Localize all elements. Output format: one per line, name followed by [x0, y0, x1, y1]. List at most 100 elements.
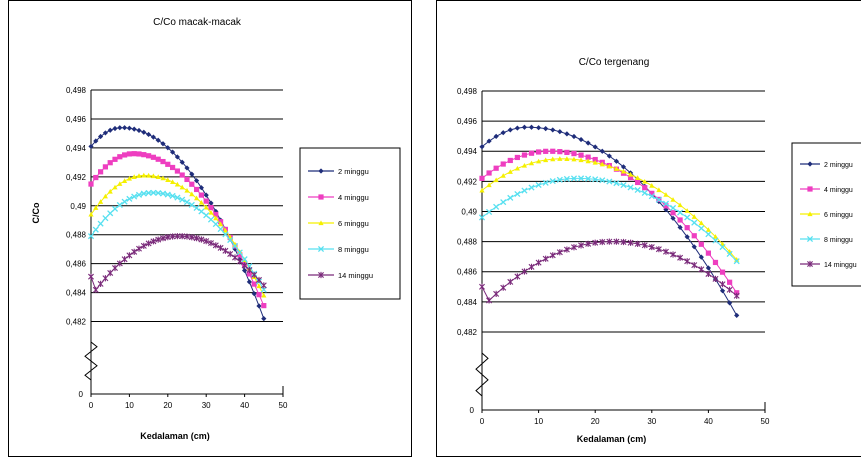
data-point — [478, 214, 486, 221]
data-point — [592, 144, 598, 150]
series-line — [481, 177, 738, 262]
y-tick-label: 0,492 — [457, 177, 478, 186]
x-tick-label: 20 — [591, 417, 600, 426]
data-point — [663, 203, 669, 209]
data-point — [122, 152, 128, 158]
data-point — [260, 282, 267, 289]
data-point — [578, 242, 585, 249]
series-14-minggu — [479, 238, 740, 304]
axis-break-zigzag — [84, 341, 98, 381]
data-point — [227, 236, 234, 244]
series-line — [481, 241, 738, 302]
data-point — [145, 189, 152, 196]
data-point — [112, 125, 118, 132]
data-point — [164, 234, 171, 241]
data-point — [500, 284, 507, 291]
data-point — [528, 124, 535, 130]
data-point — [251, 281, 257, 287]
data-point — [170, 149, 176, 155]
data-point — [184, 165, 190, 171]
data-point — [256, 283, 262, 289]
data-point — [734, 312, 740, 318]
data-point — [542, 255, 549, 262]
data-point — [585, 240, 592, 247]
data-point — [256, 292, 262, 298]
data-point — [241, 262, 248, 269]
data-point — [549, 178, 556, 185]
data-point — [684, 234, 690, 240]
data-point — [107, 210, 114, 217]
data-point — [507, 169, 513, 174]
data-point — [251, 271, 258, 278]
x-tick-label: 10 — [125, 401, 134, 410]
data-point — [102, 275, 109, 282]
data-point — [556, 249, 563, 256]
data-point — [712, 259, 719, 266]
chart-svg-tergenang: C/Co tergenang 0,482 0,484 0,486 0,488 0,49 0,… — [457, 57, 861, 444]
data-point — [642, 185, 648, 191]
data-point — [227, 250, 234, 258]
data-point — [188, 234, 195, 241]
chart-panel-macak-macak: C/Co macak-macak 0,482 0,484 0,486 0,488 0,49… — [8, 0, 412, 457]
data-point — [698, 225, 705, 232]
data-point — [179, 172, 185, 178]
data-point — [500, 199, 507, 206]
data-point — [116, 201, 123, 209]
data-point — [677, 209, 684, 216]
data-point — [684, 225, 690, 231]
y-tick-label: 0,496 — [457, 117, 478, 126]
data-point — [242, 267, 248, 274]
data-point — [677, 217, 683, 223]
data-point — [535, 259, 542, 266]
data-point — [684, 258, 691, 265]
data-point — [183, 199, 191, 206]
legend: 2 minggu 4 minggu 6 minggu 8 minggu 14 mingg… — [299, 147, 401, 300]
legend-entry-label: 14 minggu — [824, 262, 857, 269]
data-point — [141, 129, 147, 135]
data-point — [170, 164, 176, 171]
data-point — [246, 271, 252, 277]
data-point — [507, 127, 513, 133]
legend-swatch-marker — [807, 211, 813, 217]
data-point — [507, 278, 514, 286]
data-point — [131, 126, 137, 132]
legend-swatch-marker — [318, 194, 324, 200]
data-point — [188, 201, 195, 208]
data-point — [698, 266, 705, 273]
legend-swatch-marker — [318, 271, 324, 279]
data-point — [550, 148, 556, 154]
data-point — [585, 158, 591, 164]
data-point — [620, 168, 627, 174]
data-point — [557, 129, 563, 135]
data-point — [698, 220, 704, 226]
data-point — [655, 196, 662, 203]
data-point — [260, 286, 267, 293]
data-point — [662, 200, 670, 207]
y-tick-label: 0,49 — [70, 202, 86, 211]
legend-entry-label: 14 minggu — [338, 271, 373, 280]
data-point — [698, 241, 704, 247]
data-point — [557, 149, 563, 155]
data-point — [126, 125, 132, 131]
data-point — [150, 134, 156, 140]
y-tick-label: 0,486 — [66, 260, 87, 269]
data-point — [599, 161, 605, 167]
data-point — [663, 192, 669, 197]
data-point — [236, 258, 243, 265]
x-tick-label: 0 — [480, 417, 485, 426]
legend-entry-label: 4 minggu — [338, 193, 369, 202]
data-point — [98, 199, 104, 204]
data-point — [102, 193, 108, 199]
data-point — [136, 127, 142, 134]
chart-svg-macak-macak: C/Co macak-macak 0,482 0,484 0,486 0,488 0,49… — [31, 17, 401, 441]
data-point — [131, 151, 137, 157]
data-point — [627, 184, 634, 191]
data-point — [261, 316, 267, 322]
data-point — [557, 156, 563, 161]
data-point — [261, 292, 267, 298]
x-tick-label: 40 — [704, 417, 713, 426]
data-point — [98, 133, 104, 140]
data-point — [194, 178, 200, 184]
data-point — [691, 244, 697, 250]
data-point — [189, 191, 195, 197]
